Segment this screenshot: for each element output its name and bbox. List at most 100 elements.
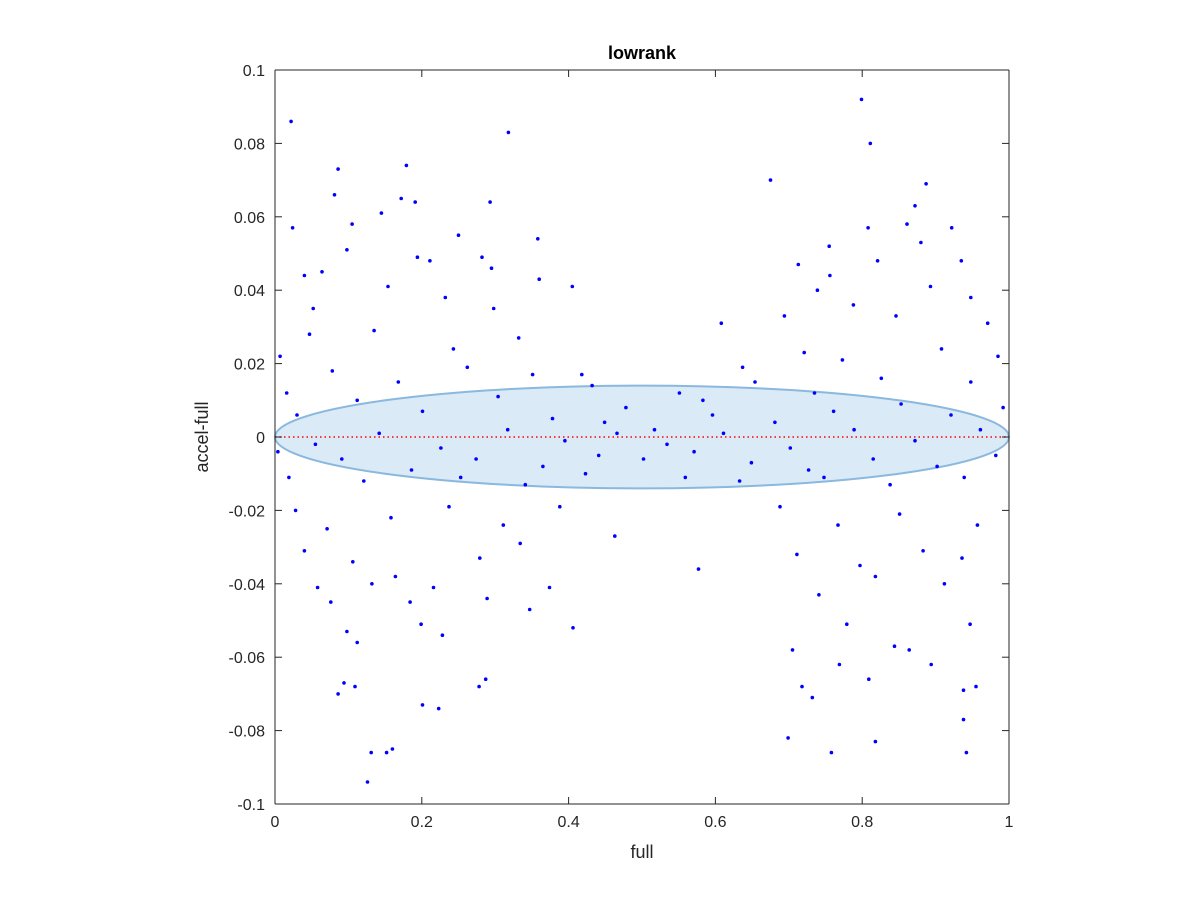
data-point <box>408 600 412 604</box>
data-point <box>959 259 964 263</box>
data-point <box>563 438 567 443</box>
data-point <box>875 259 880 263</box>
x-axis-label: full <box>630 842 653 862</box>
y-axis-label: accel-full <box>192 401 212 472</box>
y-tick-label: 0.06 <box>234 210 265 227</box>
data-point <box>485 596 489 601</box>
data-point <box>580 372 584 377</box>
data-point <box>924 182 928 186</box>
scatter-points <box>276 97 1005 784</box>
data-point <box>806 468 811 472</box>
data-point <box>790 648 795 652</box>
y-tick-label: 0.1 <box>243 63 265 80</box>
data-point <box>852 427 856 432</box>
data-point <box>829 750 834 755</box>
data-point <box>837 662 842 667</box>
data-point <box>458 475 463 480</box>
data-point <box>879 376 884 381</box>
data-point <box>278 354 282 359</box>
data-point <box>840 358 845 362</box>
data-point <box>413 200 418 204</box>
data-point <box>370 582 374 586</box>
data-point <box>355 398 360 403</box>
data-point <box>436 706 441 711</box>
data-point <box>788 446 793 450</box>
data-point <box>721 431 726 436</box>
data-point <box>390 747 395 751</box>
data-point <box>969 380 973 384</box>
data-point <box>975 523 980 527</box>
data-point <box>443 295 448 300</box>
y-tick-label: -0.04 <box>229 577 266 594</box>
y-tick-label: -0.06 <box>229 650 266 667</box>
data-point <box>961 717 966 722</box>
data-point <box>399 196 404 201</box>
data-point <box>913 204 917 208</box>
data-point <box>836 523 840 527</box>
data-point <box>342 681 346 685</box>
data-point <box>921 549 925 553</box>
data-point <box>710 413 715 417</box>
ellipse-layer <box>274 384 1010 490</box>
data-point <box>740 365 745 370</box>
data-point <box>302 273 307 278</box>
data-point <box>677 391 682 395</box>
data-point <box>867 677 871 681</box>
data-point <box>345 248 349 252</box>
data-point <box>961 688 966 692</box>
data-point <box>960 556 964 560</box>
data-point <box>894 314 898 318</box>
data-point <box>827 244 831 248</box>
data-point <box>336 692 340 696</box>
data-point <box>641 457 646 461</box>
data-point <box>913 438 917 443</box>
data-point <box>907 648 911 652</box>
data-point <box>935 464 939 469</box>
data-point <box>489 266 494 271</box>
data-point <box>888 482 892 487</box>
data-point <box>796 262 801 267</box>
data-point <box>919 240 923 245</box>
x-tick-label: 0.2 <box>411 814 433 831</box>
data-point <box>969 295 973 300</box>
data-point <box>386 284 390 289</box>
fit-ellipse <box>274 384 1010 490</box>
data-point <box>496 394 500 399</box>
data-point <box>978 427 983 432</box>
data-point <box>899 402 903 406</box>
data-point <box>800 684 804 689</box>
data-point <box>773 420 777 425</box>
data-point <box>384 750 389 755</box>
data-point <box>892 644 897 648</box>
data-point <box>541 464 545 469</box>
data-point <box>968 622 972 626</box>
data-point <box>290 226 295 230</box>
x-tick-label: 0.8 <box>851 814 873 831</box>
data-point <box>815 288 820 293</box>
ticks: 0 0.2 0.4 0.6 0.8 1 -0.1 -0.08 -0.06 -0.04 -0.02 0 0… <box>229 63 1014 831</box>
data-point <box>474 457 478 461</box>
data-point <box>831 409 836 414</box>
data-point <box>465 365 470 370</box>
y-tick-label: 0.08 <box>234 136 265 153</box>
data-point <box>683 475 688 480</box>
data-point <box>369 750 374 755</box>
data-point <box>949 413 953 417</box>
y-tick-label: 0 <box>256 430 265 447</box>
data-point <box>419 622 423 626</box>
y-tick-label: 0.04 <box>234 283 265 300</box>
data-point <box>389 515 393 520</box>
data-point <box>994 453 998 458</box>
data-point <box>340 457 344 461</box>
data-point <box>516 336 521 340</box>
data-point <box>320 270 324 274</box>
data-point <box>332 193 337 197</box>
data-point <box>795 552 799 557</box>
data-point <box>478 556 482 560</box>
data-point <box>506 130 511 135</box>
data-point <box>439 446 443 450</box>
data-point <box>295 413 299 417</box>
data-point <box>396 380 401 384</box>
data-point <box>420 409 425 414</box>
